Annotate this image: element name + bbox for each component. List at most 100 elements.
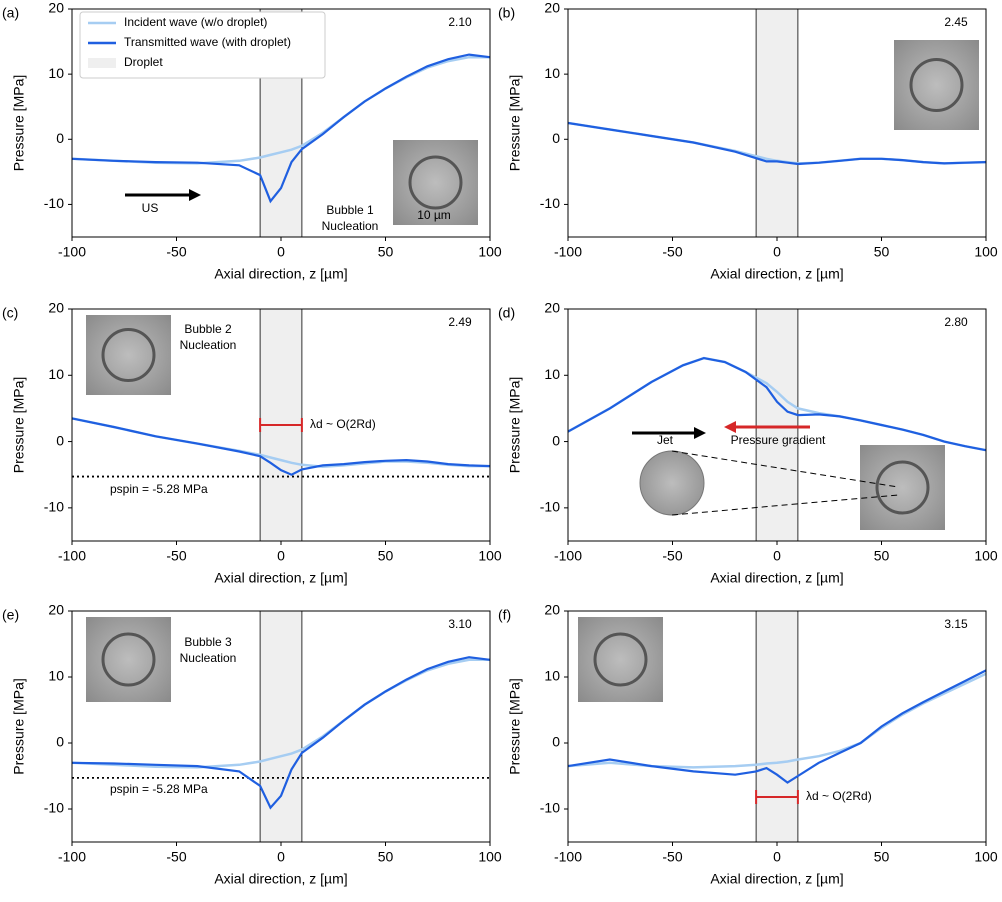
droplet-image [101, 328, 156, 382]
panel-label: (a) [2, 5, 19, 21]
microscope-image [578, 617, 663, 702]
x-tick-label: 100 [478, 244, 502, 260]
y-axis-label: Pressure [MPa] [11, 678, 27, 774]
x-tick-label: 100 [478, 548, 502, 564]
y-tick-label: 20 [544, 0, 560, 16]
panel: pspin = -5.28 MPa-100 -50 0 50 100-1001020Ax… [2, 602, 502, 887]
annotation: 10 µm [417, 208, 451, 222]
series-line [72, 53, 490, 204]
panel-label: (d) [498, 305, 515, 321]
y-axis-label: Pressure [MPa] [507, 678, 523, 774]
y-tick-label: -10 [44, 800, 64, 816]
x-axis-label: Axial direction, z [µm] [214, 871, 347, 887]
x-tick-label: -100 [554, 548, 582, 564]
time-label: 3.15 [944, 617, 968, 631]
y-tick-label: 20 [48, 0, 64, 16]
x-axis-label: Axial direction, z [µm] [214, 570, 347, 586]
x-tick-label: -50 [166, 244, 186, 260]
x-axis-label: Axial direction, z [µm] [214, 266, 347, 282]
y-tick-label: 10 [48, 65, 64, 81]
panel-label: (f) [498, 607, 511, 623]
wavelength-bracket [259, 418, 303, 432]
y-tick-label: 0 [552, 734, 560, 750]
droplet-band [756, 9, 798, 237]
y-axis-label: Pressure [MPa] [507, 75, 523, 171]
legend-box [79, 11, 326, 79]
y-tick-label: 10 [544, 366, 560, 382]
x-tick-label: -100 [58, 849, 86, 865]
time-label: 2.45 [944, 15, 968, 29]
time-label: 2.80 [944, 315, 968, 329]
series-line [568, 356, 986, 452]
y-axis-label: Pressure [MPa] [507, 377, 523, 473]
y-tick-label: 20 [48, 602, 64, 618]
y-axis-label: Pressure [MPa] [11, 75, 27, 171]
x-axis-label: Axial direction, z [µm] [710, 266, 843, 282]
x-tick-label: -50 [662, 849, 682, 865]
leader [671, 450, 899, 488]
y-tick-label: -10 [540, 195, 560, 211]
y-tick-label: 20 [48, 300, 64, 316]
microscope-image [860, 445, 945, 530]
x-tick-label: -100 [554, 244, 582, 260]
x-tick-label: 100 [974, 849, 998, 865]
y-tick-label: 10 [544, 668, 560, 684]
y-tick-label: -10 [44, 499, 64, 515]
x-tick-label: 50 [874, 849, 890, 865]
legend-label: Incident wave (w/o droplet) [124, 15, 267, 29]
y-axis-label: Pressure [MPa] [11, 377, 27, 473]
series-line [72, 656, 490, 810]
x-tick-label: 50 [874, 548, 890, 564]
series-line [568, 672, 986, 769]
leader [671, 494, 899, 516]
series-line [72, 417, 490, 476]
x-tick-label: 0 [277, 849, 285, 865]
y-tick-label: 0 [56, 734, 64, 750]
y-tick-label: 10 [48, 668, 64, 684]
threshold-label: pspin = -5.28 MPa [110, 782, 208, 796]
droplet-band [756, 611, 798, 842]
panel-label: (b) [498, 5, 515, 21]
x-tick-label: -100 [58, 548, 86, 564]
y-tick-label: -10 [44, 195, 64, 211]
droplet-image [909, 58, 964, 112]
y-tick-label: 0 [56, 130, 64, 146]
panel: pspin = -5.28 MPa-100 -50 0 50 100-1001020Ax… [2, 300, 502, 586]
time-label: 3.10 [448, 617, 472, 631]
legend-label: Transmitted wave (with droplet) [124, 35, 291, 49]
y-tick-label: 10 [48, 366, 64, 382]
panel-label: (e) [2, 607, 19, 623]
y-tick-label: 0 [56, 432, 64, 448]
annotation: US [142, 201, 159, 215]
x-tick-label: 50 [378, 548, 394, 564]
x-tick-label: 50 [874, 244, 890, 260]
y-tick-label: -10 [540, 800, 560, 816]
wavelength-bracket [755, 790, 799, 804]
annotation: Bubble 2 [184, 322, 232, 336]
annotation: Jet [657, 433, 674, 447]
droplet-band [756, 309, 798, 541]
x-tick-label: 50 [378, 244, 394, 260]
x-axis-label: Axial direction, z [µm] [710, 871, 843, 887]
annotation: λd ~ O(2Rd) [310, 417, 376, 431]
droplet-image [408, 155, 463, 210]
x-tick-label: 100 [478, 849, 502, 865]
x-tick-label: -50 [662, 244, 682, 260]
x-tick-label: 0 [773, 849, 781, 865]
y-tick-label: 20 [544, 602, 560, 618]
x-tick-label: 100 [974, 244, 998, 260]
x-tick-label: -100 [554, 849, 582, 865]
y-tick-label: 10 [544, 65, 560, 81]
droplet-image [875, 460, 930, 515]
x-axis-label: Axial direction, z [µm] [710, 570, 843, 586]
x-tick-label: -50 [662, 548, 682, 564]
x-tick-label: -100 [58, 244, 86, 260]
threshold-label: pspin = -5.28 MPa [110, 482, 208, 496]
x-tick-label: -50 [166, 849, 186, 865]
x-tick-label: 0 [773, 548, 781, 564]
y-tick-label: -10 [540, 499, 560, 515]
x-tick-label: 50 [378, 849, 394, 865]
microscope-image [86, 315, 171, 395]
